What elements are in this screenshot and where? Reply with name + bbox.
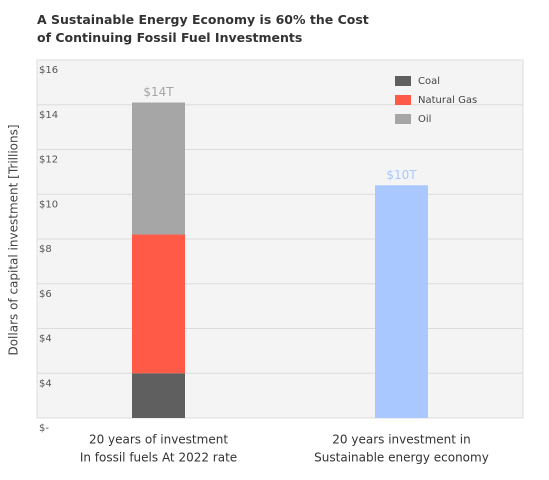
y-tick-label: $6	[39, 289, 52, 300]
total-label: $10T	[386, 168, 417, 182]
x-tick-label: 20 years investment in	[332, 433, 470, 447]
chart-title: of Continuing Fossil Fuel Investments	[37, 30, 302, 45]
legend-label: Natural Gas	[418, 95, 477, 106]
bar-segment	[132, 102, 185, 235]
x-tick-label: 20 years of investment	[89, 433, 228, 447]
legend-label: Oil	[418, 114, 431, 125]
legend-label: Coal	[418, 76, 440, 87]
legend-swatch	[395, 76, 411, 86]
chart-title: A Sustainable Energy Economy is 60% the …	[37, 12, 369, 27]
x-tick-label: In fossil fuels At 2022 rate	[80, 451, 237, 465]
bar-segment	[375, 185, 428, 418]
y-tick-label: $4	[39, 378, 52, 389]
y-tick-label: $12	[39, 155, 58, 166]
y-tick-label: $8	[39, 244, 52, 255]
bar-segment	[132, 373, 185, 418]
y-tick-label: $14	[39, 110, 58, 121]
y-tick-label: $-	[39, 423, 49, 434]
y-tick-label: $4	[39, 334, 52, 345]
total-label: $14T	[143, 85, 174, 99]
legend-swatch	[395, 95, 411, 105]
legend-swatch	[395, 114, 411, 124]
y-tick-label: $16	[39, 65, 58, 76]
y-axis-label: Dollars of capital investment [Trillions…	[7, 124, 21, 355]
bar-segment	[132, 234, 185, 374]
y-tick-label: $10	[39, 199, 58, 210]
x-tick-label: Sustainable energy economy	[314, 451, 489, 465]
